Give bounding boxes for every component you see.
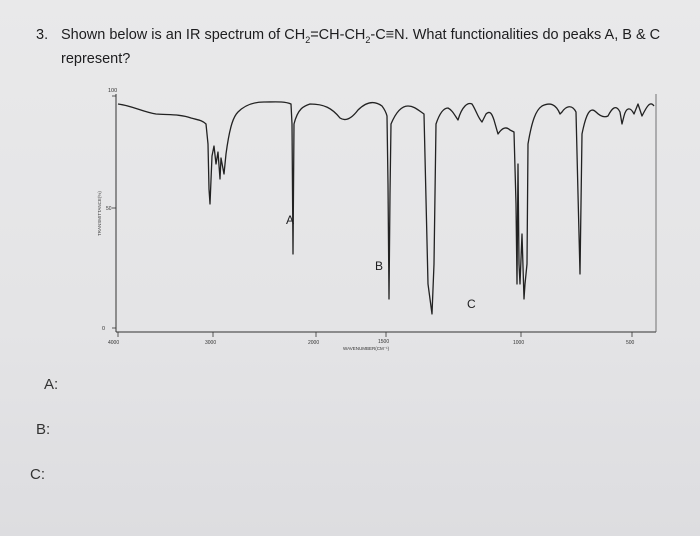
spectrum-trace — [117, 101, 655, 315]
spectrum-plot: 100 50 0 TRANSMITTANCE(%) 4000 3000 2000… — [97, 88, 657, 351]
y-tick-0: 0 — [102, 326, 105, 332]
peak-label-a: A — [286, 213, 294, 227]
y-tick-50: 50 — [106, 206, 112, 212]
question-text: Shown below is an IR spectrum of CH2=CH-… — [61, 26, 671, 69]
ir-spectrum: 100 50 0 TRANSMITTANCE(%) 4000 3000 2000… — [88, 84, 668, 364]
y-axis-label: TRANSMITTANCE(%) — [97, 191, 102, 236]
x-tick-4000: 4000 — [108, 340, 119, 346]
y-tick-100: 100 — [108, 88, 117, 94]
answer-label-b: B: — [36, 421, 51, 438]
subscript: 2 — [305, 34, 311, 45]
question-number: 3. — [36, 27, 49, 43]
x-tick-2000: 2000 — [308, 340, 319, 346]
x-tick-500: 500 — [626, 340, 635, 346]
subscript: 2 — [365, 34, 371, 45]
peak-label-c: C — [467, 297, 476, 311]
x-tick-1500: 1500 — [378, 339, 389, 345]
x-tick-1000: 1000 — [513, 340, 524, 346]
answer-label-a: A: — [44, 376, 59, 393]
question-text-part: =CH-CH — [310, 27, 366, 43]
question-text-part: -C≡N. What functionalities do peaks A, B… — [61, 27, 661, 67]
x-axis-label: WAVENUMBER(CM⁻¹) — [343, 346, 390, 351]
peak-label-b: B — [375, 259, 383, 273]
question-text-part: Shown below is an IR spectrum of CH — [61, 27, 306, 43]
x-tick-3000: 3000 — [205, 340, 216, 346]
answer-label-c: C: — [30, 466, 45, 483]
